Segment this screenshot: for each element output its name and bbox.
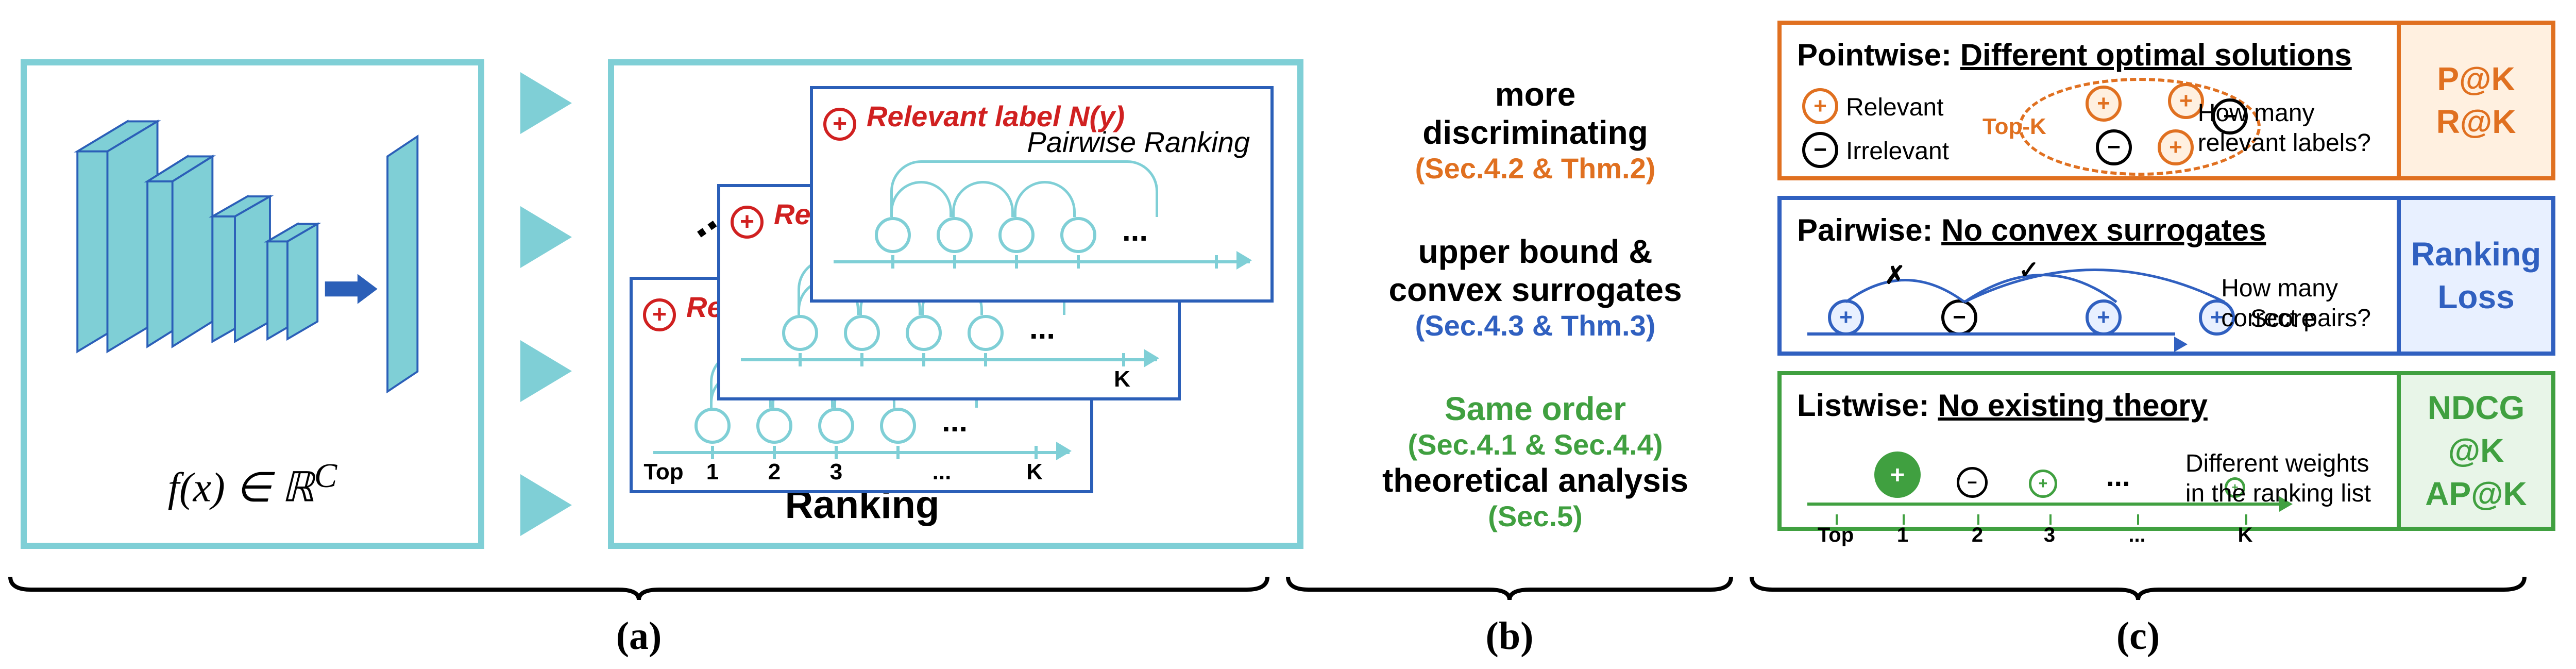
arrow-icon [520,474,572,536]
formula-sup: C [314,457,337,495]
cnn-box: f(x) ∈ ℝC [21,59,484,549]
arrow-icon [520,206,572,268]
brace-label: (a) [0,614,1278,659]
main-layout: f(x) ∈ ℝC +Relevant label 1Pairwise Rank… [21,21,2555,588]
section-a: f(x) ∈ ℝC +Relevant label 1Pairwise Rank… [21,21,1303,588]
ranking-card: +Relevant label N(y)Pairwise Ranking... [810,86,1274,303]
brace-segment: (b) [1278,561,1741,659]
rank-axis: ...K [741,320,1157,382]
comparison-box: Listwise: No existing theoryTop123...K+−… [1777,371,2401,531]
cnn-diagram [47,86,457,447]
comparison-box: Pairwise: No convex surrogates+−++ ✗✓Sco… [1777,196,2401,356]
comparison-row: Listwise: No existing theoryTop123...K+−… [1777,371,2555,531]
pairwise-label: Pairwise Ranking [1027,125,1250,159]
metric-box: RankingLoss [2401,196,2555,356]
plus-icon: + [643,298,676,331]
formula: f(x) ∈ ℝC [168,457,337,512]
arrow-icon [520,72,572,134]
comparison-row: Pairwise: No convex surrogates+−++ ✗✓Sco… [1777,196,2555,356]
row-title: Listwise: No existing theory [1797,388,2381,423]
metric-box: NDCG@KAP@K [2401,371,2555,531]
formula-text: f(x) ∈ ℝ [168,465,314,511]
arrows-column [505,72,587,536]
section-b: morediscriminating(Sec.4.2 & Thm.2) upper… [1303,21,1767,588]
rank-axis: ...Top123...K [653,413,1070,475]
row-title: Pairwise: No convex surrogates [1797,212,2381,248]
connector-label: upper bound &convex surrogates(Sec.4.3 &… [1314,232,1757,342]
section-c: Pointwise: Different optimal solutions+R… [1767,21,2555,588]
brace-segment: (a) [0,561,1278,659]
brace-label: (b) [1278,614,1741,659]
connector-label: Same order(Sec.4.1 & Sec.4.4)theoretical… [1314,390,1757,533]
metric-box: P@KR@K [2401,21,2555,180]
brace-row: (a) (b) (c) [0,561,2576,659]
topk-box: +Relevant label 1Pairwise Ranking...Top1… [608,59,1303,549]
brace-label: (c) [1741,614,2535,659]
plus-icon: + [731,206,764,239]
connector-label: morediscriminating(Sec.4.2 & Thm.2) [1314,75,1757,185]
brace-segment: (c) [1741,561,2535,659]
comparison-row: Pointwise: Different optimal solutions+R… [1777,21,2555,180]
comparison-box: Pointwise: Different optimal solutions+R… [1777,21,2401,180]
brace-icon [0,572,1278,603]
plus-icon: + [823,108,856,141]
rank-axis: ... [834,222,1250,284]
brace-icon [1741,572,2535,603]
brace-icon [1278,572,1741,603]
arrow-icon [520,340,572,402]
row-title: Pointwise: Different optimal solutions [1797,37,2381,73]
